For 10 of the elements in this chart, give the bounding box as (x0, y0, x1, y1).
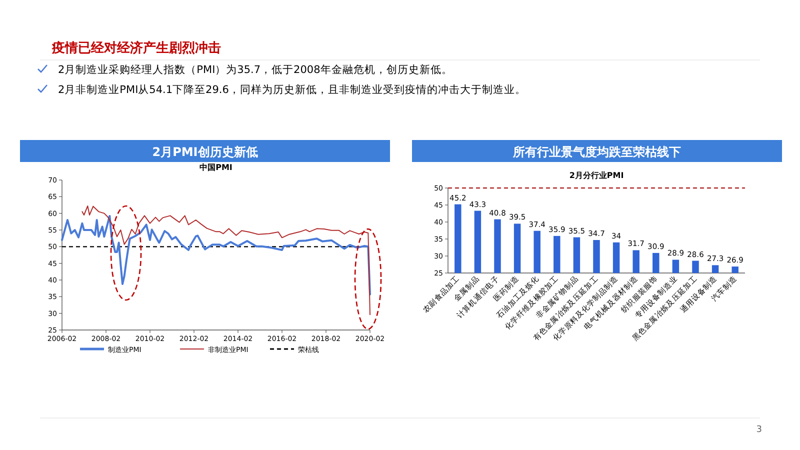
line-series (82, 206, 370, 316)
text: 3 (756, 425, 762, 435)
chart-title: 2月PMI创历史新低 (152, 145, 258, 159)
chart-subtitle: 中国PMI (200, 163, 232, 172)
text: 2月制造业采购经理人指数（PMI）为35.7，低于2008年金融危机，创历史新低。 (58, 63, 452, 76)
chart-title: 所有行业景气度均跌至荣枯线下 (512, 145, 681, 159)
chart-subtitle: 2月分行业PMI (569, 171, 624, 180)
text: 2月非制造业PMI从54.1下降至29.6，同样为历史新低，且非制造业受到疫情的冲击大于制造业。 (58, 83, 526, 96)
text: 疫情已经对经济产生剧烈冲击 (51, 40, 221, 56)
line-series (61, 215, 371, 296)
